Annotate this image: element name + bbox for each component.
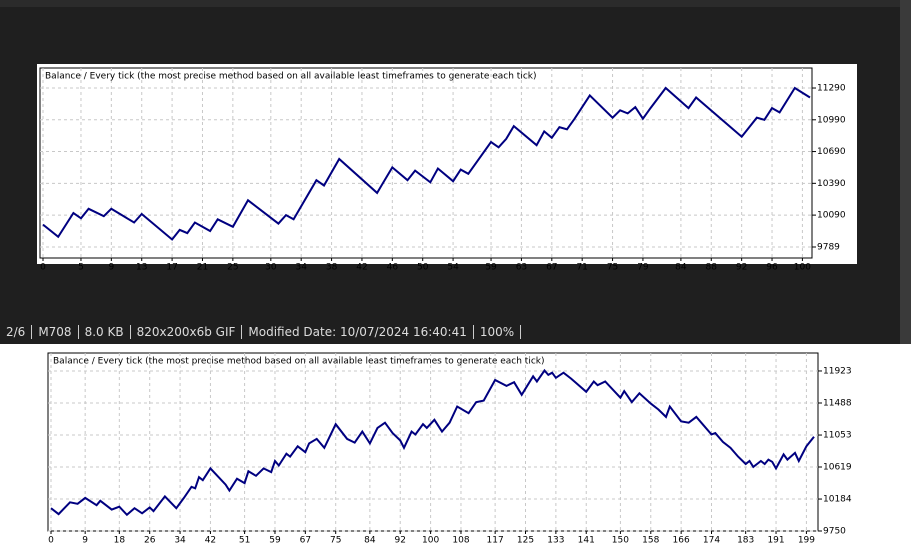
tab-bar [0, 0, 900, 7]
x-tick-label: 67 [300, 536, 311, 546]
chart-background [37, 64, 857, 264]
balance-line [42, 86, 811, 241]
x-tick-label: 38 [326, 263, 338, 273]
x-tick-label: 84 [675, 263, 687, 273]
x-tick-label: 92 [395, 536, 406, 546]
x-tick-label: 199 [798, 536, 815, 546]
x-tick-label: 9 [82, 536, 88, 546]
x-tick-label: 191 [767, 536, 784, 546]
y-tick-label: 11290 [817, 84, 846, 94]
y-tick-label: 11053 [823, 431, 852, 441]
x-tick-label: 100 [422, 536, 439, 546]
x-tick-label: 100 [794, 263, 811, 273]
x-tick-label: 166 [673, 536, 690, 546]
x-tick-label: 34 [174, 536, 186, 546]
x-tick-label: 84 [364, 536, 376, 546]
x-tick-label: 0 [48, 536, 54, 546]
x-tick-label: 5 [78, 263, 84, 273]
y-tick-label: 9750 [823, 527, 846, 537]
y-tick-label: 10990 [817, 115, 846, 125]
x-tick-label: 42 [205, 536, 216, 546]
x-tick-label: 174 [703, 536, 720, 546]
chart-title: Balance / Every tick (the most precise m… [53, 357, 545, 367]
x-tick-label: 21 [197, 263, 208, 273]
x-tick-label: 71 [576, 263, 587, 273]
x-tick-label: 67 [546, 263, 557, 273]
x-tick-label: 117 [487, 536, 504, 546]
window-edge [900, 0, 911, 344]
x-tick-label: 150 [612, 536, 629, 546]
x-tick-label: 59 [485, 263, 497, 273]
x-tick-label: 92 [736, 263, 747, 273]
x-tick-label: 0 [40, 263, 46, 273]
x-tick-label: 46 [387, 263, 399, 273]
y-tick-label: 10184 [823, 495, 852, 505]
y-tick-label: 9789 [817, 242, 840, 252]
x-tick-label: 30 [265, 263, 277, 273]
y-tick-label: 11923 [823, 366, 852, 376]
x-tick-label: 13 [136, 263, 147, 273]
balance-line [50, 368, 815, 517]
x-tick-label: 17 [166, 263, 177, 273]
y-tick-label: 10619 [823, 463, 852, 473]
x-tick-label: 75 [607, 263, 618, 273]
x-tick-label: 18 [114, 536, 126, 546]
x-tick-label: 133 [547, 536, 564, 546]
y-tick-label: 10390 [817, 179, 846, 189]
x-tick-label: 50 [417, 263, 429, 273]
x-tick-label: 59 [269, 536, 281, 546]
x-tick-label: 63 [516, 263, 527, 273]
plot-frame [39, 67, 813, 259]
chart-title: Balance / Every tick (the most precise m… [45, 72, 537, 82]
x-tick-label: 54 [447, 263, 459, 273]
x-tick-label: 79 [637, 263, 649, 273]
x-tick-label: 88 [706, 263, 718, 273]
status-item: M708 [32, 325, 79, 339]
status-item: 100% [474, 325, 522, 339]
x-tick-label: 42 [356, 263, 367, 273]
x-tick-label: 108 [452, 536, 469, 546]
status-item: 8.0 KB [79, 325, 131, 339]
chart-background [45, 349, 865, 546]
x-tick-label: 183 [737, 536, 754, 546]
x-tick-label: 158 [642, 536, 659, 546]
status-item: 820x200x6b GIF [131, 325, 243, 339]
x-tick-label: 75 [330, 536, 341, 546]
x-tick-label: 141 [578, 536, 595, 546]
x-tick-label: 34 [295, 263, 307, 273]
x-tick-label: 25 [227, 263, 238, 273]
x-tick-label: 9 [108, 263, 114, 273]
status-item: Modified Date: 10/07/2024 16:40:41 [242, 325, 474, 339]
status-item: 2/6 [0, 325, 33, 339]
x-tick-label: 125 [517, 536, 534, 546]
y-tick-label: 10090 [817, 211, 846, 221]
x-tick-label: 96 [766, 263, 778, 273]
status-bar: 2/6 M708 8.0 KB 820x200x6b GIF Modified Date… [0, 323, 522, 341]
y-tick-label: 10690 [817, 147, 846, 157]
x-tick-label: 51 [239, 536, 250, 546]
x-tick-label: 26 [144, 536, 156, 546]
y-tick-label: 11488 [823, 399, 852, 409]
